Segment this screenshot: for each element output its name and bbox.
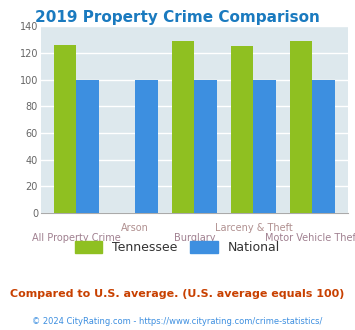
- Bar: [312, 80, 335, 213]
- Bar: [290, 41, 312, 213]
- Bar: [195, 80, 217, 213]
- Bar: [231, 47, 253, 213]
- Bar: [172, 41, 195, 213]
- Text: Arson: Arson: [121, 223, 149, 233]
- Text: All Property Crime: All Property Crime: [32, 233, 121, 243]
- Bar: [135, 80, 158, 213]
- Text: Motor Vehicle Theft: Motor Vehicle Theft: [265, 233, 355, 243]
- Bar: [76, 80, 99, 213]
- Bar: [54, 45, 76, 213]
- Legend: Tennessee, National: Tennessee, National: [70, 236, 285, 259]
- Text: Compared to U.S. average. (U.S. average equals 100): Compared to U.S. average. (U.S. average …: [10, 289, 345, 299]
- Text: Burglary: Burglary: [174, 233, 215, 243]
- Text: 2019 Property Crime Comparison: 2019 Property Crime Comparison: [35, 10, 320, 25]
- Text: Larceny & Theft: Larceny & Theft: [214, 223, 292, 233]
- Bar: [253, 80, 276, 213]
- Text: © 2024 CityRating.com - https://www.cityrating.com/crime-statistics/: © 2024 CityRating.com - https://www.city…: [32, 317, 323, 326]
